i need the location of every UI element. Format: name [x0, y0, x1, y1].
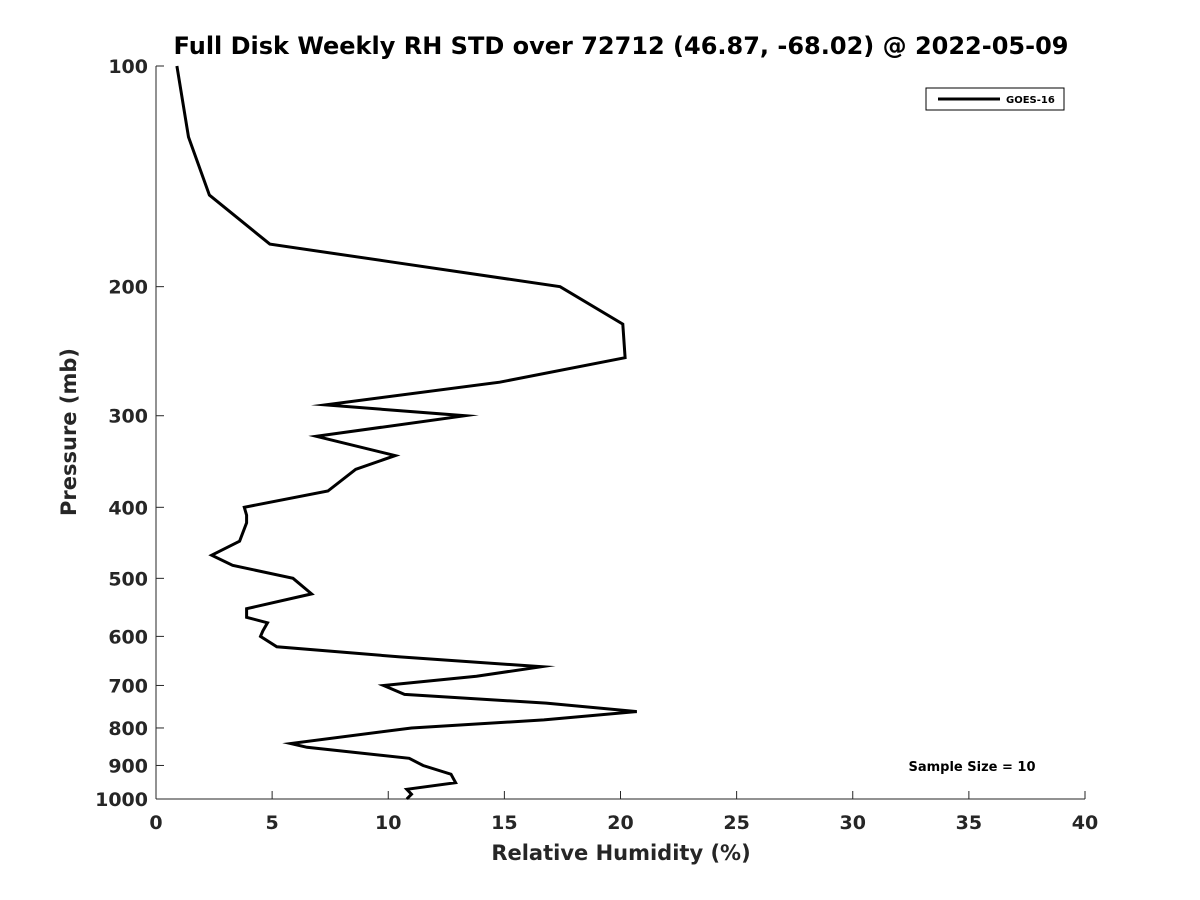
- x-tick-labels: 0 5 10 15 20 25 30 35 40: [149, 812, 1098, 834]
- y-tick-label: 500: [108, 568, 148, 590]
- y-axis-label: Pressure (mb): [57, 348, 81, 516]
- x-tick-label: 40: [1072, 812, 1098, 834]
- series-layer: [175, 65, 637, 801]
- x-tick-label: 5: [266, 812, 279, 834]
- y-tick-label: 300: [108, 406, 148, 428]
- x-tick-label: 25: [723, 812, 749, 834]
- y-tick-label: 800: [108, 718, 148, 740]
- y-tick-label: 200: [108, 277, 148, 299]
- x-tick-label: 10: [375, 812, 401, 834]
- y-tick-label: 600: [108, 626, 148, 648]
- x-tick-label: 20: [607, 812, 633, 834]
- y-tick-label: 700: [108, 675, 148, 697]
- legend-label-goes16: GOES-16: [1006, 95, 1055, 106]
- chart-title: Full Disk Weekly RH STD over 72712 (46.8…: [174, 32, 1069, 60]
- x-axis-label: Relative Humidity (%): [491, 841, 750, 865]
- x-tick-label: 0: [149, 812, 162, 834]
- y-tick-labels: 100 200 300 400 500 600 700 800 900 1000: [95, 56, 148, 811]
- y-tick-label: 100: [108, 56, 148, 78]
- legend: GOES-16: [925, 87, 1065, 111]
- plot-axes: [155, 65, 1086, 800]
- x-tick-label: 15: [491, 812, 517, 834]
- y-tick-label: 400: [108, 497, 148, 519]
- sample-size-annotation: Sample Size = 10: [908, 760, 1035, 775]
- y-tick-label: 1000: [95, 789, 148, 811]
- y-tick-label: 900: [108, 755, 148, 777]
- x-tick-label: 35: [956, 812, 982, 834]
- x-tick-label: 30: [840, 812, 866, 834]
- series-line-goes16: [175, 65, 637, 801]
